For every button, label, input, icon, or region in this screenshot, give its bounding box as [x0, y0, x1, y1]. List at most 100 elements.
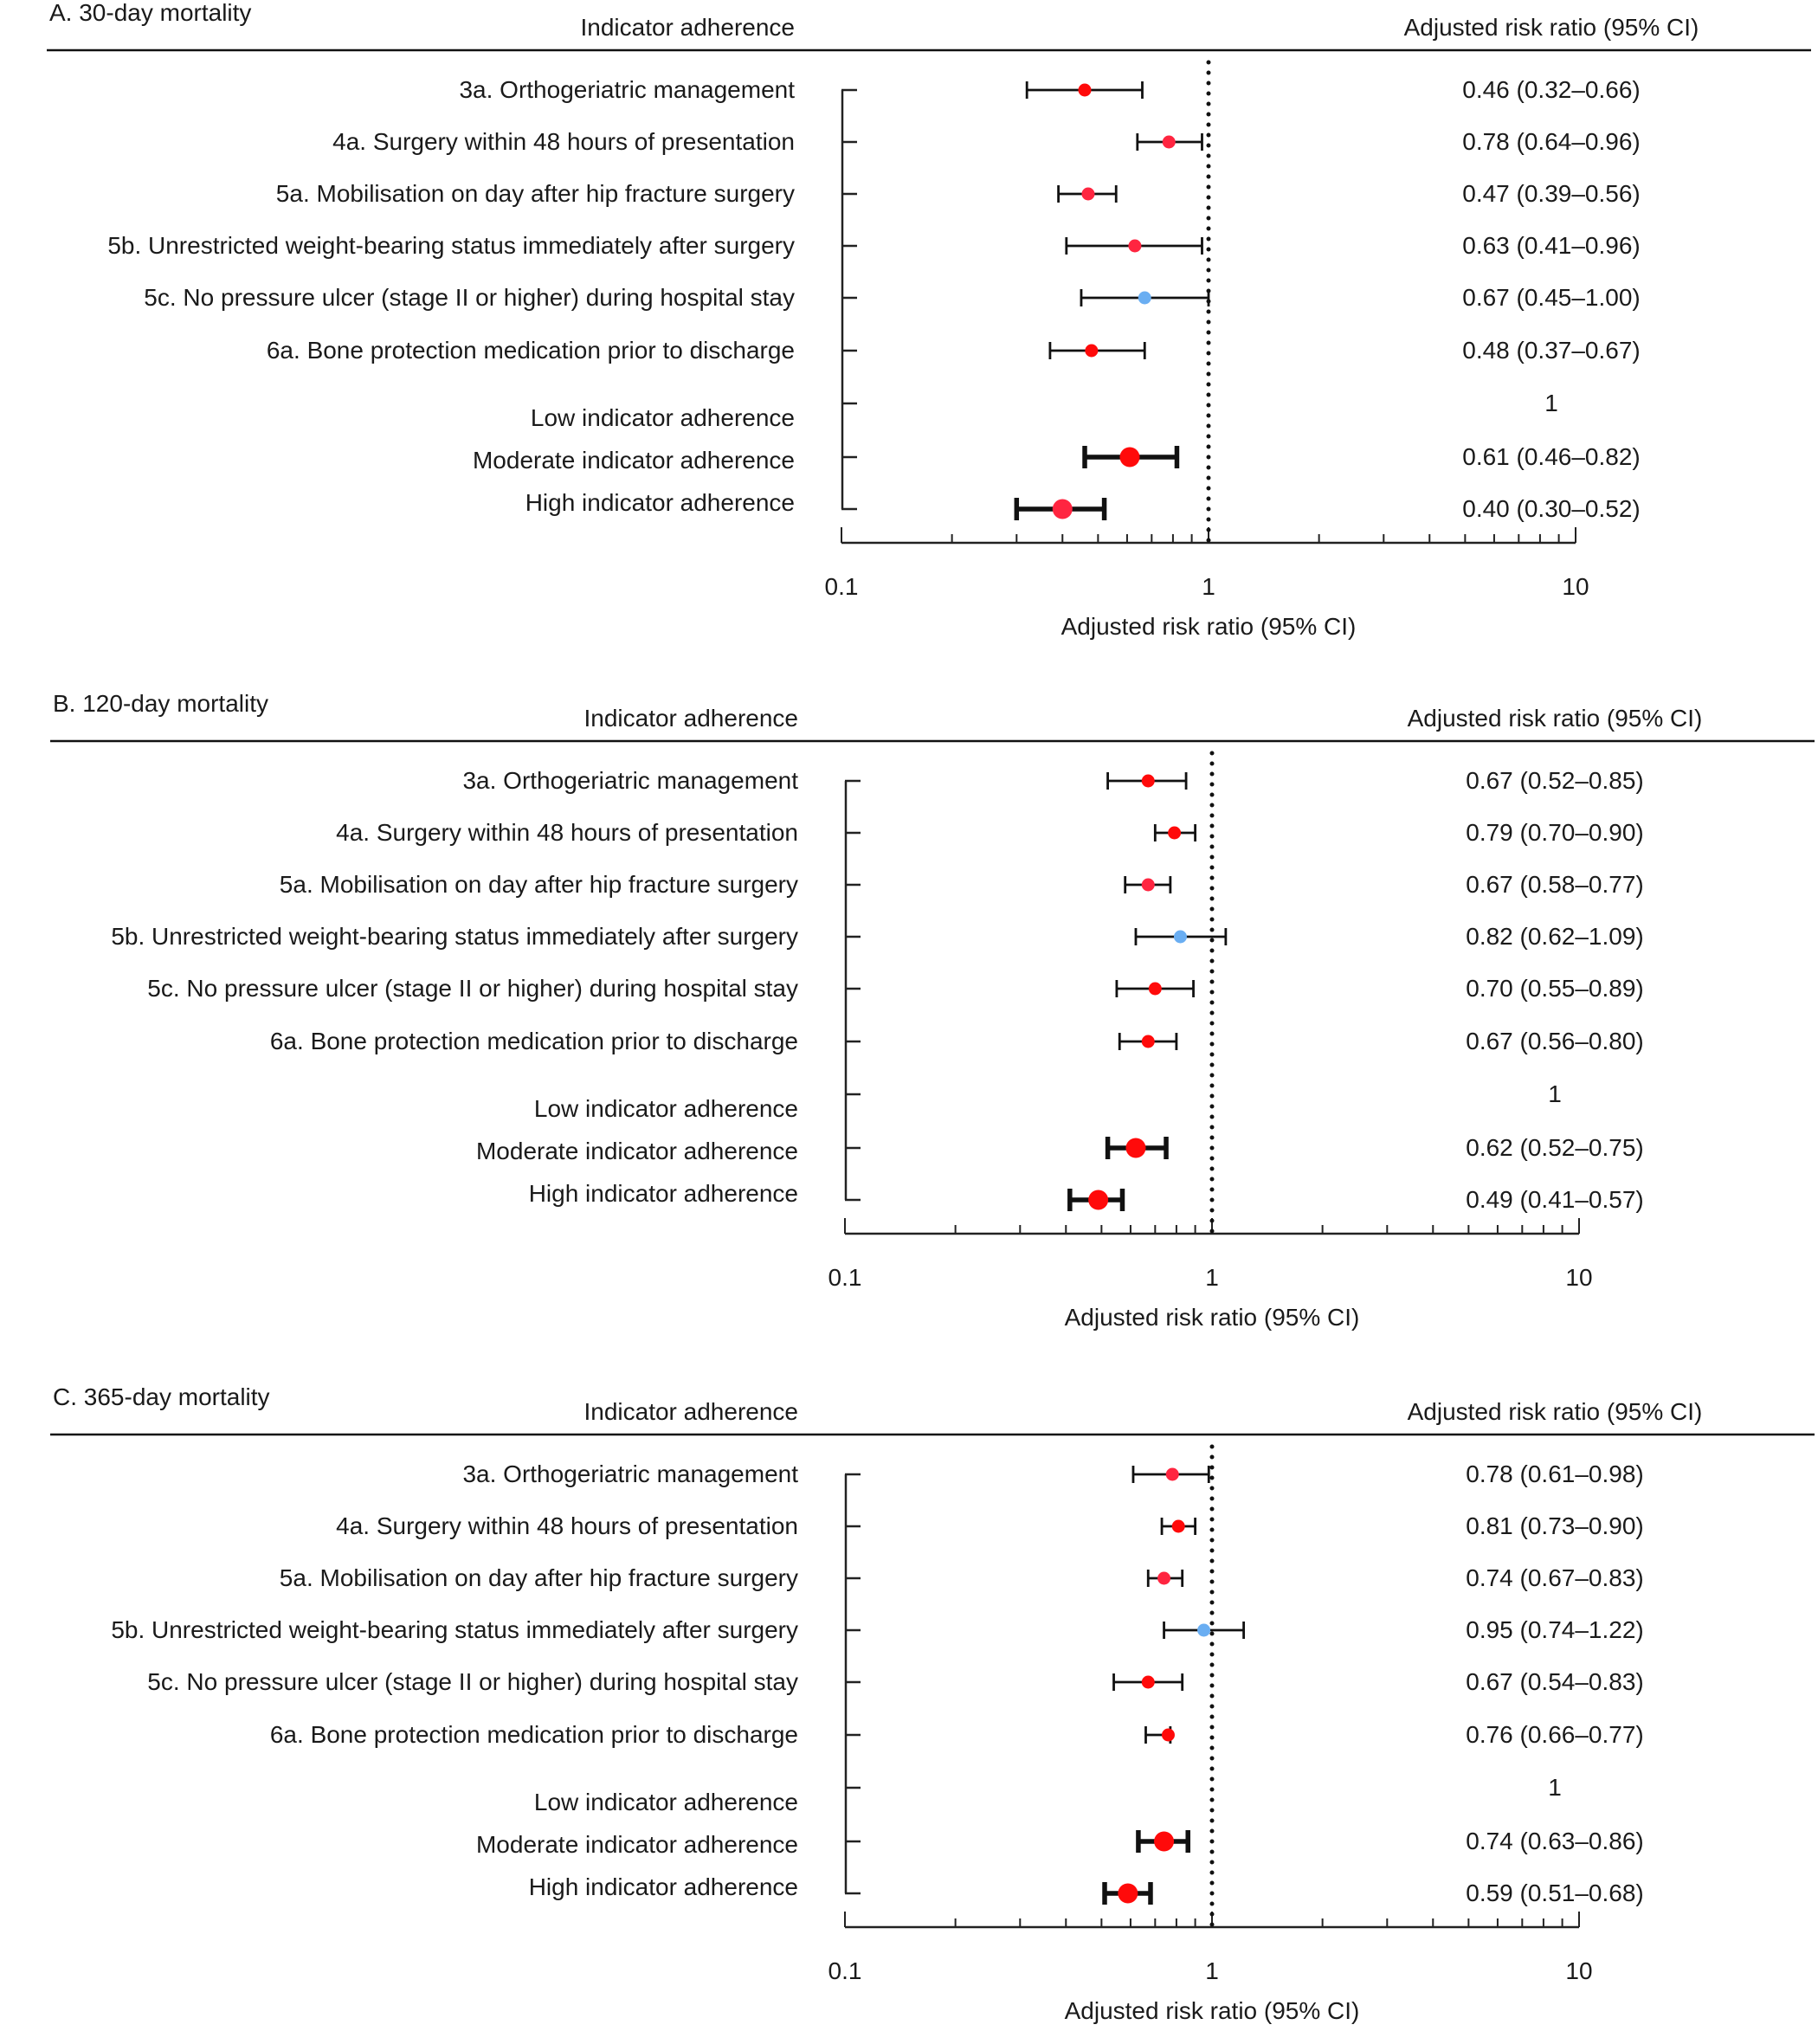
row-label: Moderate indicator adherence	[473, 447, 795, 474]
row-estimate-text: 0.67 (0.52–0.85)	[1466, 767, 1644, 794]
row-estimate-text: 1	[1544, 390, 1558, 416]
row-estimate-text: 0.82 (0.62–1.09)	[1466, 923, 1644, 950]
row-estimate-text: 0.81 (0.73–0.90)	[1466, 1512, 1644, 1539]
row-label: 5b. Unrestricted weight-bearing status i…	[107, 232, 795, 259]
right-column-header: Adjusted risk ratio (95% CI)	[1404, 14, 1699, 41]
row-estimate-text: 0.78 (0.64–0.96)	[1462, 128, 1641, 155]
row-label: High indicator adherence	[525, 489, 795, 516]
right-column-header: Adjusted risk ratio (95% CI)	[1408, 705, 1703, 732]
point-estimate	[1165, 1467, 1179, 1481]
row-label: 5a. Mobilisation on day after hip fractu…	[280, 1564, 798, 1591]
row-label: High indicator adherence	[529, 1873, 798, 1900]
row-estimate-text: 0.47 (0.39–0.56)	[1462, 180, 1641, 207]
row-label: 6a. Bone protection medication prior to …	[270, 1721, 798, 1748]
row-label: 5a. Mobilisation on day after hip fractu…	[280, 871, 798, 898]
x-tick-label: 10	[1565, 1264, 1592, 1291]
row-label: 5c. No pressure ulcer (stage II or highe…	[147, 1668, 798, 1695]
point-estimate	[1085, 344, 1099, 358]
row-estimate-text: 0.95 (0.74–1.22)	[1466, 1616, 1644, 1643]
row-label: 5c. No pressure ulcer (stage II or highe…	[147, 975, 798, 1002]
row-estimate-text: 0.70 (0.55–0.89)	[1466, 975, 1644, 1002]
row-estimate-text: 0.76 (0.66–0.77)	[1466, 1721, 1644, 1748]
point-estimate	[1138, 291, 1151, 305]
row-label: 3a. Orthogeriatric management	[459, 76, 795, 103]
row-estimate-text: 0.67 (0.54–0.83)	[1466, 1668, 1644, 1695]
row-estimate-text: 0.78 (0.61–0.98)	[1466, 1460, 1644, 1487]
x-tick-label: 0.1	[828, 1957, 862, 1984]
x-tick-label: 1	[1205, 1957, 1219, 1984]
row-label: 3a. Orthogeriatric management	[462, 767, 798, 794]
left-column-header: Indicator adherence	[583, 1398, 798, 1425]
row-estimate-text: 0.63 (0.41–0.96)	[1462, 232, 1641, 259]
row-label: High indicator adherence	[529, 1180, 798, 1207]
row-label: 4a. Surgery within 48 hours of presentat…	[336, 819, 798, 846]
x-tick-label: 1	[1205, 1264, 1219, 1291]
row-label: 6a. Bone protection medication prior to …	[270, 1028, 798, 1054]
right-column-header: Adjusted risk ratio (95% CI)	[1408, 1398, 1703, 1425]
row-label: 6a. Bone protection medication prior to …	[267, 337, 795, 364]
point-estimate	[1081, 187, 1095, 201]
x-tick-label: 10	[1562, 573, 1589, 600]
point-estimate	[1141, 1675, 1155, 1689]
panel-title: B. 120-day mortality	[53, 690, 268, 717]
point-estimate	[1141, 1035, 1155, 1048]
point-estimate	[1154, 1831, 1175, 1852]
forest-panel-c: C. 365-day mortality Indicator adherence A…	[50, 1383, 1815, 2024]
left-column-header: Indicator adherence	[583, 705, 798, 732]
row-label: Moderate indicator adherence	[476, 1831, 798, 1858]
row-estimate-text: 0.74 (0.63–0.86)	[1466, 1828, 1644, 1854]
x-tick-label: 1	[1202, 573, 1215, 600]
x-tick-label: 0.1	[828, 1264, 862, 1291]
point-estimate	[1088, 1190, 1109, 1210]
row-label: Low indicator adherence	[534, 1095, 798, 1122]
row-label: 5b. Unrestricted weight-bearing status i…	[111, 1616, 798, 1643]
point-estimate	[1173, 930, 1187, 944]
row-label: 4a. Surgery within 48 hours of presentat…	[332, 128, 795, 155]
row-estimate-text: 0.49 (0.41–0.57)	[1466, 1186, 1644, 1213]
point-estimate	[1141, 774, 1155, 788]
x-axis-label: Adjusted risk ratio (95% CI)	[1065, 1997, 1360, 2024]
row-label: 5c. No pressure ulcer (stage II or highe…	[144, 284, 795, 311]
left-column-header: Indicator adherence	[580, 14, 795, 41]
row-label: 5a. Mobilisation on day after hip fractu…	[276, 180, 795, 207]
x-tick-label: 10	[1565, 1957, 1592, 1984]
row-label: Moderate indicator adherence	[476, 1138, 798, 1164]
row-estimate-text: 0.62 (0.52–0.75)	[1466, 1134, 1644, 1161]
row-estimate-text: 1	[1548, 1774, 1562, 1801]
point-estimate	[1141, 878, 1155, 892]
row-estimate-text: 0.67 (0.45–1.00)	[1462, 284, 1641, 311]
row-label: 3a. Orthogeriatric management	[462, 1460, 798, 1487]
x-axis-label: Adjusted risk ratio (95% CI)	[1065, 1304, 1360, 1331]
forest-panel-b: B. 120-day mortality Indicator adherence A…	[50, 690, 1815, 1331]
panel-title: C. 365-day mortality	[53, 1383, 270, 1410]
point-estimate	[1197, 1623, 1211, 1637]
point-estimate	[1162, 135, 1176, 149]
row-estimate-text: 0.46 (0.32–0.66)	[1462, 76, 1641, 103]
point-estimate	[1157, 1571, 1171, 1585]
point-estimate	[1171, 1519, 1185, 1533]
point-estimate	[1119, 447, 1140, 467]
row-label: 5b. Unrestricted weight-bearing status i…	[111, 923, 798, 950]
point-estimate	[1168, 826, 1182, 840]
x-tick-label: 0.1	[825, 573, 859, 600]
row-label: Low indicator adherence	[534, 1789, 798, 1815]
row-estimate-text: 0.74 (0.67–0.83)	[1466, 1564, 1644, 1591]
row-estimate-text: 0.67 (0.56–0.80)	[1466, 1028, 1644, 1054]
point-estimate	[1125, 1138, 1146, 1158]
point-estimate	[1128, 239, 1142, 253]
row-estimate-text: 0.61 (0.46–0.82)	[1462, 443, 1641, 470]
forest-panel-a: A. 30-day mortality Indicator adherence Ad…	[47, 0, 1811, 640]
row-estimate-text: 0.48 (0.37–0.67)	[1462, 337, 1641, 364]
panel-title: A. 30-day mortality	[49, 0, 251, 26]
point-estimate	[1148, 982, 1162, 996]
row-estimate-text: 0.79 (0.70–0.90)	[1466, 819, 1644, 846]
point-estimate	[1052, 499, 1073, 519]
row-estimate-text: 0.59 (0.51–0.68)	[1466, 1880, 1644, 1906]
point-estimate	[1078, 83, 1092, 97]
row-estimate-text: 0.40 (0.30–0.52)	[1462, 495, 1641, 522]
point-estimate	[1118, 1883, 1138, 1904]
point-estimate	[1161, 1728, 1175, 1742]
row-estimate-text: 0.67 (0.58–0.77)	[1466, 871, 1644, 898]
x-axis-label: Adjusted risk ratio (95% CI)	[1061, 613, 1357, 640]
